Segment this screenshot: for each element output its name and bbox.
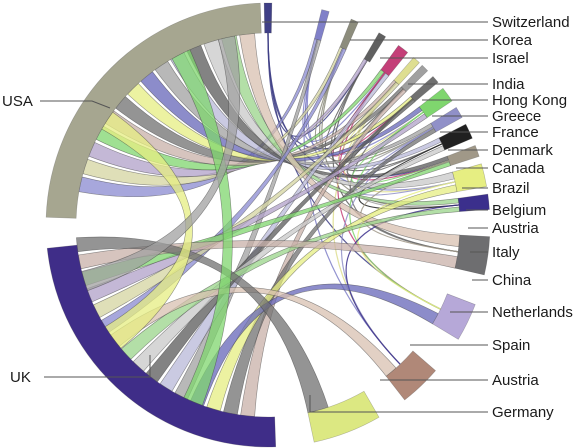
chord-ribbons <box>76 33 461 417</box>
usa-ribbon-12 <box>221 35 460 206</box>
node-label-greece: Greece <box>492 108 541 125</box>
node-label-uk: UK <box>10 369 31 386</box>
node-label-hong-kong: Hong Kong <box>492 92 567 109</box>
node-label-italy: Italy <box>492 244 520 261</box>
leader-usa <box>40 100 111 109</box>
node-arc-austria-16 <box>385 350 436 401</box>
node-arc-netherlands-14 <box>454 234 491 276</box>
node-arc-canada-8 <box>418 87 453 119</box>
node-label-denmark: Denmark <box>492 142 553 159</box>
node-label-france: France <box>492 124 539 141</box>
node-label-china: China <box>492 272 532 289</box>
node-label-usa: USA <box>2 93 33 110</box>
leader-uk <box>44 355 151 378</box>
node-arc-israel-2 <box>339 18 359 50</box>
usa-ribbon-0 <box>78 38 319 198</box>
node-arc-belgium-10 <box>438 123 473 151</box>
usa-ribbon-4 <box>104 79 398 166</box>
node-label-germany: Germany <box>492 404 554 421</box>
node-arc-hong-kong-4 <box>380 44 409 77</box>
usa-ribbon-5 <box>115 86 405 163</box>
node-label-group: Switzerland Korea Israel India Hong Kong… <box>2 14 573 421</box>
node-arc-brazil-9 <box>430 106 463 133</box>
uk-ribbon-2 <box>206 184 458 412</box>
node-arc-switzerland-0 <box>263 2 273 34</box>
node-arc-china-13 <box>457 193 490 212</box>
node-arc-germany-17 <box>307 390 380 443</box>
node-label-brazil: Brazil <box>492 180 530 197</box>
chord-link-28 <box>358 143 460 210</box>
chord-link-2 <box>267 32 450 178</box>
node-arc-austria-11 <box>446 145 480 167</box>
cross-ribbon-0 <box>101 111 193 349</box>
node-label-canada: Canada <box>492 160 545 177</box>
node-label-switzerland: Switzerland <box>492 14 570 31</box>
node-label-israel: Israel <box>492 50 529 67</box>
node-arc-uk-18 <box>46 244 277 448</box>
node-label-austria-1: Austria <box>492 220 539 237</box>
leader-germany <box>309 395 488 413</box>
node-arc-italy-12 <box>452 163 487 193</box>
node-label-austria-2: Austria <box>492 372 539 389</box>
node-arc-france-6 <box>400 64 429 93</box>
node-arc-denmark-7 <box>410 76 439 103</box>
node-label-belgium: Belgium <box>492 202 546 219</box>
chord-link-30 <box>357 181 456 310</box>
node-arcs <box>45 2 491 448</box>
node-label-korea: Korea <box>492 32 533 49</box>
node-label-india: India <box>492 76 525 93</box>
node-label-spain: Spain <box>492 337 530 354</box>
chord-link-31 <box>345 204 460 365</box>
node-arc-usa-19 <box>45 2 262 219</box>
node-label-netherlands: Netherlands <box>492 304 573 321</box>
node-arc-greece-5 <box>393 57 420 86</box>
chord-link-12 <box>330 60 443 172</box>
usa-ribbon-10 <box>186 44 450 178</box>
node-arc-spain-15 <box>432 293 476 340</box>
node-arc-korea-1 <box>314 9 330 41</box>
